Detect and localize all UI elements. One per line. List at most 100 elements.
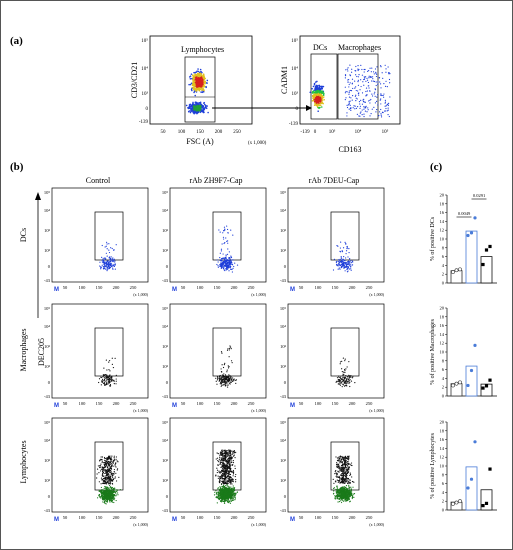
- data-point: [484, 248, 489, 252]
- y-tick-label: 12: [440, 341, 445, 346]
- y-tick-label: 10⁴: [280, 438, 287, 443]
- y-tick-label: 10²: [44, 478, 51, 483]
- data-point: [469, 368, 474, 373]
- y-tick-label: 10³: [162, 458, 169, 463]
- positive-gate: [330, 327, 360, 377]
- x-unit-label: (x 1,000): [133, 522, 148, 528]
- data-point: [454, 500, 459, 505]
- x-tick-label: 150: [96, 401, 104, 406]
- data-point: [466, 383, 470, 388]
- y-tick-label: -43: [44, 278, 51, 283]
- p-value-label: 0.0049: [458, 211, 471, 216]
- macrophage-gate: [337, 53, 379, 120]
- panel-a-plot2-ytick: 0: [296, 107, 299, 112]
- y-tick-label: 20: [440, 193, 445, 198]
- y-tick-label: 4: [442, 263, 445, 268]
- y-tick-label: 14: [440, 219, 445, 224]
- y-tick-label: 16: [440, 210, 445, 215]
- y-tick-label: -43: [162, 394, 169, 399]
- x-tick-label: 150: [332, 285, 340, 290]
- panel-a-plot2-xtick: 0: [314, 130, 317, 135]
- data-point: [454, 268, 459, 273]
- x-tick-label: 200: [349, 285, 357, 290]
- y-tick-label: 10⁵: [162, 190, 169, 195]
- x-tick-label: 250: [248, 401, 256, 406]
- scatter-plot: 50 100 150 200 250 (x 1,000) -43 0 10² 10³ 10⁴ 10⁵ M: [280, 303, 385, 414]
- x-tick-label: 150: [332, 515, 340, 520]
- plot-frame: [287, 417, 385, 513]
- y-tick-label: 12: [440, 228, 445, 233]
- y-tick-label: -43: [280, 278, 287, 283]
- panel-a-plot2-xtick: -139: [300, 130, 310, 135]
- panel-a-plot1-xtick: 250: [233, 130, 241, 135]
- bar-chart: 0 2 4 6 8 10 12 14 16 18 20 % of positive Macrophag…: [429, 306, 497, 399]
- data-point: [451, 383, 455, 388]
- y-tick-label: -43: [44, 508, 51, 513]
- data-point: [458, 380, 462, 385]
- x-unit-label: (x 1,000): [251, 408, 266, 414]
- panel-a-plot2-xlabel: CD163: [338, 145, 361, 154]
- corner-marker: M: [290, 287, 295, 293]
- corner-marker: M: [172, 287, 177, 293]
- x-tick-label: 250: [248, 285, 256, 290]
- y-tick-label: 0: [442, 281, 445, 286]
- y-tick-label: 8: [442, 472, 445, 477]
- x-tick-label: 50: [299, 285, 304, 290]
- scatter-plot: 50 100 150 200 250 (x 1,000) -43 0 10² 10³ 10⁴ 10⁵ M: [280, 417, 385, 528]
- panel-a-plot2-ytick: 10³: [292, 91, 299, 97]
- x-tick-label: 200: [231, 515, 239, 520]
- y-axis-label: % of positive DCs: [429, 216, 436, 261]
- y-tick-label: 10³: [44, 458, 51, 463]
- y-tick-label: 6: [442, 481, 445, 486]
- scatter-plot: 50 100 150 200 250 (x 1,000) -43 0 10² 10³ 10⁴ 10⁵ M: [162, 417, 267, 528]
- x-tick-label: 150: [332, 401, 340, 406]
- y-tick-label: -43: [280, 508, 287, 513]
- x-tick-label: 50: [299, 401, 304, 406]
- panel-a-plot1-ytick: -139: [139, 120, 149, 125]
- bar: [480, 256, 493, 284]
- x-tick-label: 200: [349, 515, 357, 520]
- row-label-dcs: DCs: [19, 228, 28, 242]
- y-tick-label: -43: [162, 508, 169, 513]
- row-label-lymphocytes: Lymphocytes: [19, 440, 28, 483]
- column-label-zh9f7: rAb ZH9F7-Cap: [189, 176, 242, 185]
- x-tick-label: 200: [113, 401, 121, 406]
- scatter-plot: 50 100 150 200 250 (x 1,000) -43 0 10² 10³ 10⁴ 10⁵ M: [44, 303, 149, 414]
- y-tick-label: 16: [440, 437, 445, 442]
- data-point: [458, 267, 462, 272]
- y-tick-label: 8: [442, 358, 445, 363]
- x-tick-label: 200: [231, 285, 239, 290]
- row-label-macrophages: Macrophages: [19, 328, 28, 371]
- y-axis-label: % of positive Macrophages: [429, 318, 436, 384]
- data-point: [488, 244, 492, 249]
- y-tick-label: 10⁵: [280, 190, 287, 195]
- y-tick-label: 20: [440, 420, 445, 425]
- x-tick-label: 100: [79, 285, 87, 290]
- panel-a-plot2-ylabel: CADM1: [280, 66, 289, 94]
- panel-a-plot1-ticks: 50 100 150 200 250 -139 0 10³ 10⁴ 10⁵: [139, 38, 241, 135]
- panel-a-plot2-ticks: -139 0 10³ 10⁴ 10⁵ -139 0 10³ 10⁴ 10⁵: [289, 38, 389, 135]
- y-tick-label: 10⁵: [44, 420, 51, 425]
- data-point: [454, 381, 459, 386]
- data-point: [451, 501, 455, 506]
- plot-frame: [51, 417, 149, 513]
- bar: [465, 230, 478, 284]
- x-tick-label: 250: [366, 285, 374, 290]
- data-point: [469, 477, 474, 481]
- plot-frame: [169, 187, 267, 283]
- y-axis-label-dec205: DEC205: [37, 338, 46, 366]
- y-tick-label: 0: [442, 394, 445, 399]
- panel-a-plot2: CD163 CADM1 DCs Macrophages: [280, 35, 401, 154]
- panel-a-plot2-ytick: 10⁵: [291, 38, 298, 44]
- x-tick-label: 100: [79, 401, 87, 406]
- data-point: [488, 467, 492, 471]
- x-tick-label: 100: [197, 285, 205, 290]
- data-point: [466, 486, 470, 490]
- scatter-plot: 50 100 150 200 250 (x 1,000) -43 0 10² 10³ 10⁴ 10⁵ M: [280, 187, 385, 298]
- x-tick-label: 150: [214, 401, 222, 406]
- y-tick-label: 10³: [280, 228, 287, 233]
- x-unit-label: (x 1,000): [369, 292, 384, 298]
- positive-gate: [212, 327, 242, 377]
- x-tick-label: 150: [214, 515, 222, 520]
